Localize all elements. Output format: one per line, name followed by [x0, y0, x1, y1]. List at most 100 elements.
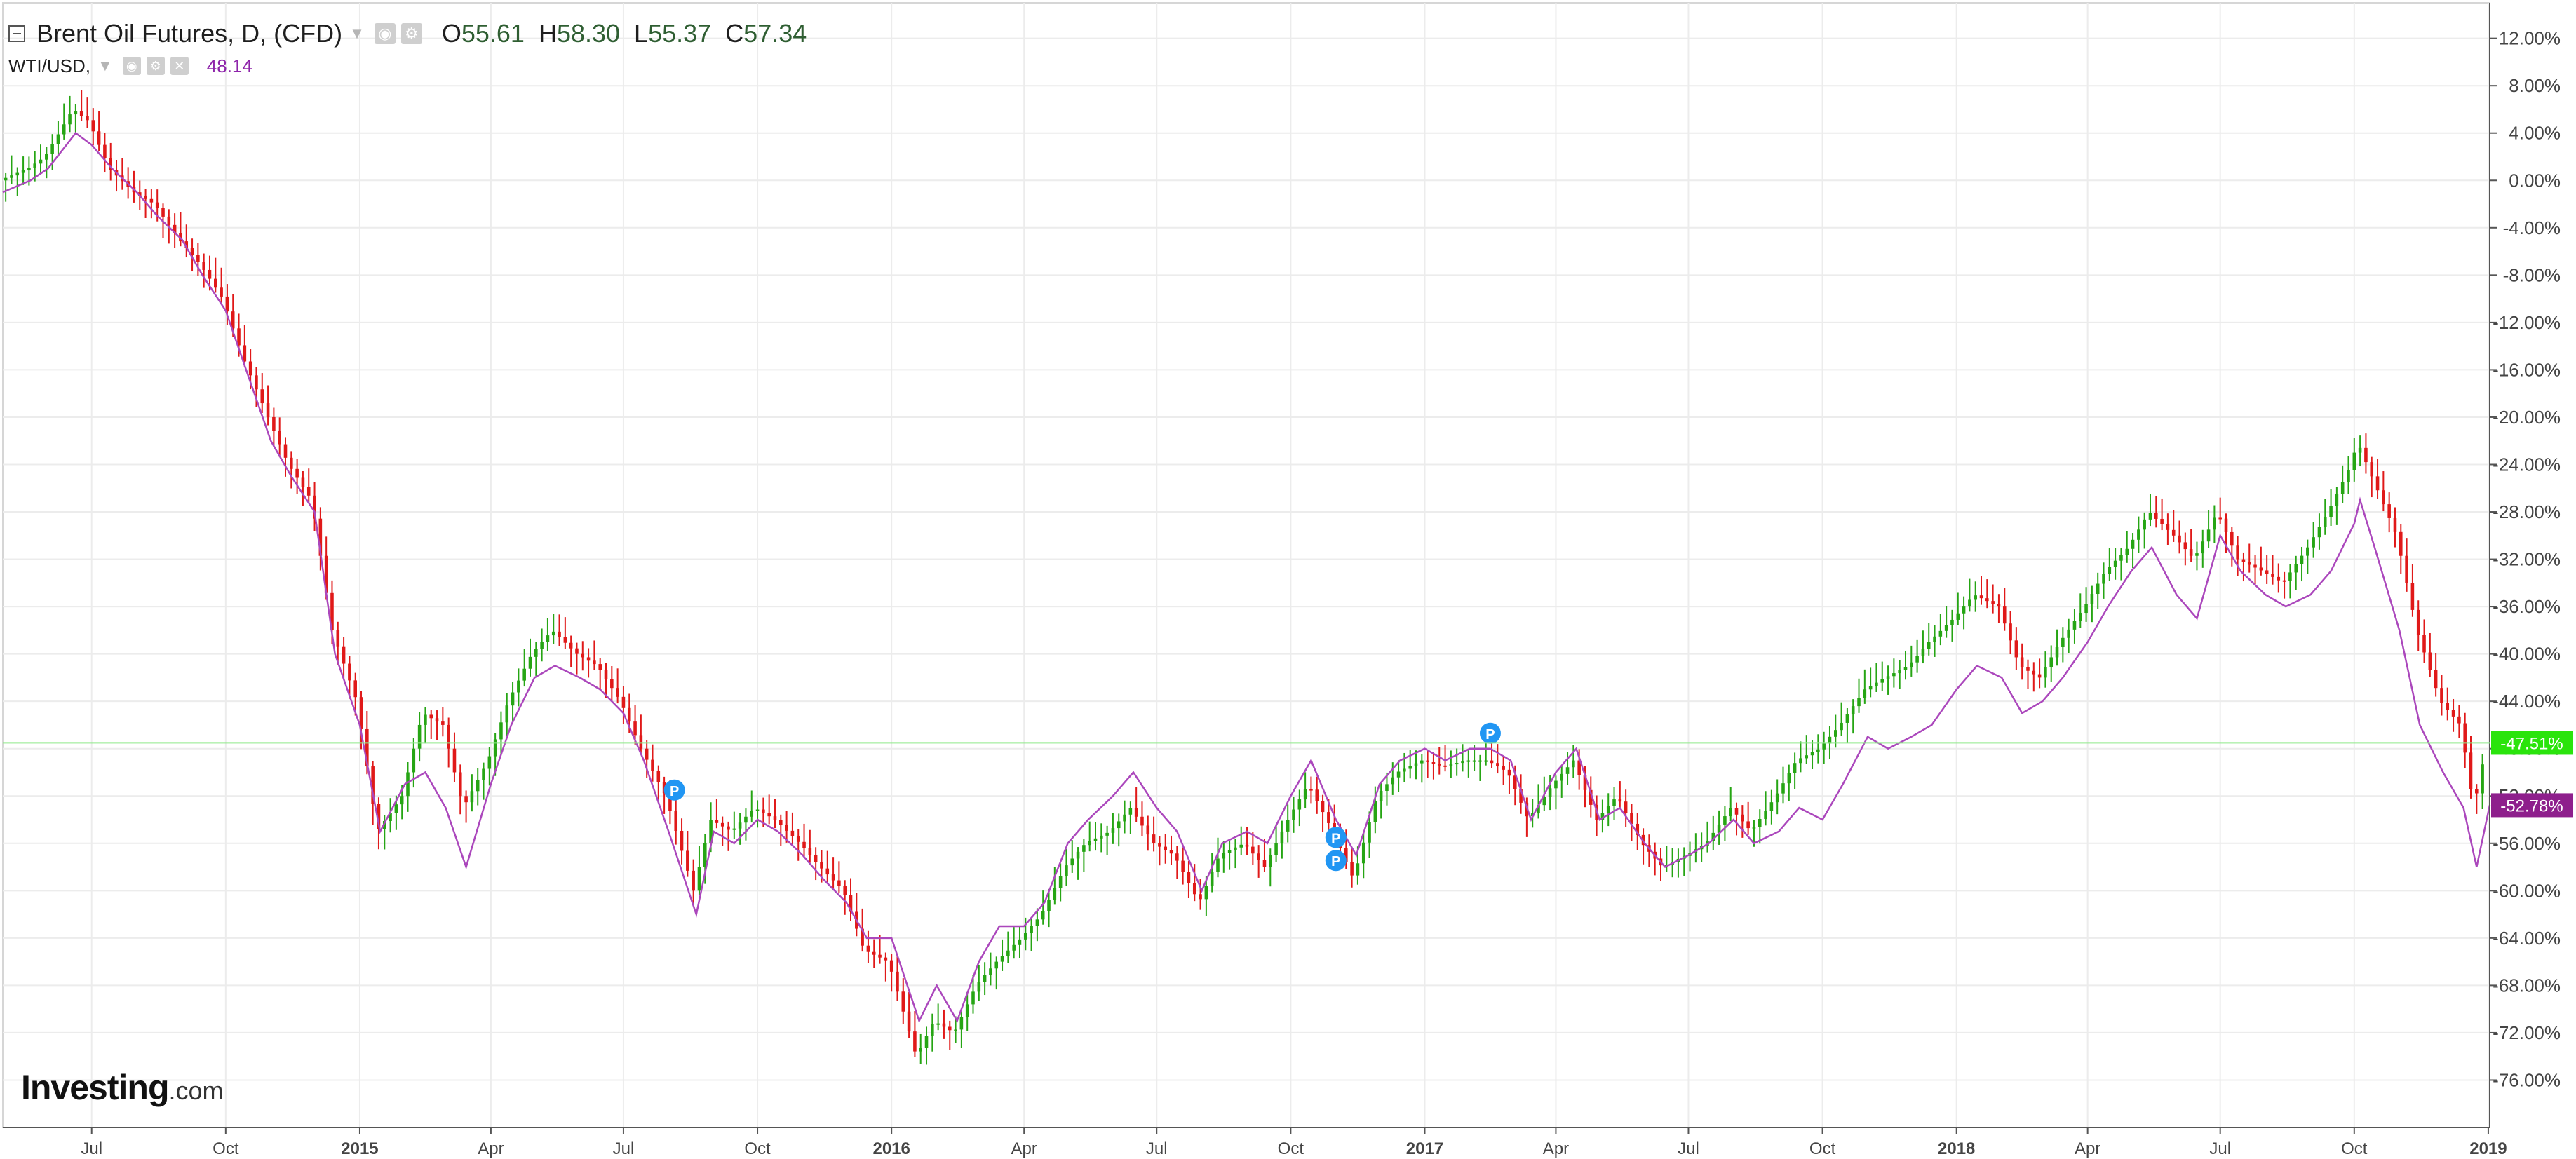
candle-body [2171, 529, 2176, 536]
candle [1082, 839, 1086, 872]
candle-body [2195, 553, 2199, 556]
candle-body [464, 796, 468, 803]
candle [2294, 555, 2298, 590]
candle-body [825, 868, 830, 875]
candle [2026, 659, 2030, 689]
candle-body [2434, 670, 2438, 689]
x-tick-label: Jul [81, 1139, 102, 1158]
candle [1921, 630, 1925, 664]
candle [593, 640, 596, 670]
candle-body [1262, 860, 1267, 867]
candle-body [1950, 619, 1954, 625]
candle [1058, 863, 1063, 902]
candle [1991, 584, 1995, 614]
candle-body [1915, 656, 1919, 663]
candle-body [2078, 613, 2082, 621]
candle-body [1082, 845, 1086, 852]
gear-icon[interactable]: ⚙ [400, 23, 422, 44]
candle [825, 850, 830, 883]
candle [103, 133, 107, 173]
candle [2352, 438, 2356, 482]
candle-body [161, 208, 165, 217]
candle [1950, 609, 1954, 642]
candle-body [1181, 860, 1185, 872]
candle-body [39, 159, 43, 164]
gear-icon[interactable]: ⚙ [146, 57, 165, 75]
chevron-down-icon[interactable]: ▼ [97, 57, 113, 74]
candle [301, 470, 305, 506]
candle-body [1734, 808, 1739, 815]
candle [1490, 740, 1494, 768]
candle-body [1496, 763, 1499, 767]
y-tick-label: -56.00% [2493, 833, 2561, 854]
eye-icon[interactable]: ◉ [374, 23, 396, 44]
candle [2463, 712, 2467, 768]
candle-body [2189, 549, 2193, 556]
candle [2206, 510, 2211, 548]
candle-body [715, 820, 719, 823]
candle-body [1910, 662, 1913, 667]
candle-body [330, 592, 334, 630]
candle [2399, 524, 2403, 574]
candle-body [353, 680, 357, 698]
candle [977, 965, 981, 1001]
candle-body [604, 670, 608, 679]
candle-body [534, 649, 538, 657]
candle [1636, 813, 1640, 850]
candle-body [1490, 760, 1494, 764]
candle [1251, 832, 1255, 865]
candle-body [1344, 848, 1348, 862]
candle-body [1933, 636, 1936, 642]
event-marker: P [1479, 722, 1501, 744]
candle-body [2119, 555, 2123, 561]
candle-body [2213, 517, 2216, 530]
y-tick-label: -28.00% [2493, 501, 2561, 522]
candle-body [2131, 539, 2135, 549]
eye-icon[interactable]: ◉ [122, 57, 141, 75]
candle [2044, 651, 2047, 688]
x-tick-label: Jul [613, 1139, 635, 1158]
candle-body [4, 177, 8, 181]
candle [2340, 465, 2345, 503]
candle [2277, 563, 2281, 593]
candle-body [1403, 768, 1406, 772]
collapse-icon[interactable] [8, 25, 25, 42]
y-tick-label: -40.00% [2493, 644, 2561, 665]
candle [1461, 744, 1464, 772]
candle [225, 284, 229, 325]
candle-body [965, 1004, 969, 1017]
candle-body [1554, 780, 1558, 789]
candle [1164, 834, 1167, 864]
candle [1624, 789, 1628, 827]
close-icon[interactable]: ✕ [170, 57, 189, 75]
candle [738, 813, 742, 845]
candle [971, 975, 975, 1014]
candle [2166, 513, 2170, 545]
candle [814, 847, 818, 881]
candle-body [2160, 518, 2164, 524]
candle-body [248, 361, 252, 376]
compare-series-title[interactable]: WTI/USD, [8, 55, 90, 76]
candle-body [144, 195, 147, 199]
candle [2154, 496, 2158, 528]
candle [1764, 791, 1767, 826]
candle [1449, 750, 1453, 778]
candle-body [2481, 764, 2484, 794]
candle-body [1472, 760, 1476, 762]
candle [1262, 839, 1267, 872]
candle-body [2206, 529, 2211, 542]
candle-body [295, 468, 299, 478]
candle-body [2387, 504, 2391, 518]
main-series-title[interactable]: Brent Oil Futures, D, (CFD) [36, 19, 343, 48]
candle-body [260, 389, 264, 404]
candle-body [1093, 838, 1098, 841]
candle-body [394, 804, 398, 813]
candle-body [27, 167, 31, 171]
candle-body [1624, 801, 1628, 813]
chevron-down-icon[interactable]: ▼ [349, 25, 365, 42]
candle [767, 794, 771, 825]
y-tick-label: 0.00% [2509, 170, 2561, 191]
candle-body [627, 707, 631, 722]
candle [621, 686, 626, 724]
